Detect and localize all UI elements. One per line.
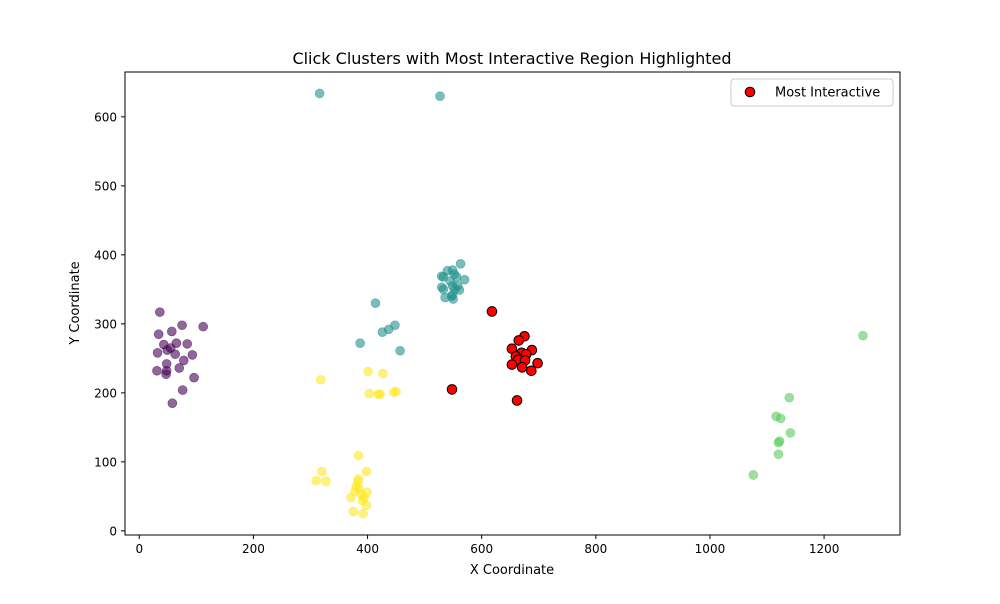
highlight-point-16 [511, 395, 523, 406]
scatter-point-cluster-1-17 [152, 365, 162, 376]
y-tick-label-500: 500 [94, 179, 117, 193]
y-tick-label-0: 0 [109, 524, 117, 538]
scatter-point-cluster-1-22 [167, 398, 178, 409]
scatter-point-cluster-4-24 [361, 500, 372, 511]
scatter-point-cluster-1-1 [155, 307, 165, 317]
scatter-point-cluster-4-14 [311, 475, 321, 486]
scatter-point-cluster-1-20 [189, 372, 199, 383]
y-axis-label: Y Coordinate [68, 261, 83, 345]
x-tick-label-400: 400 [356, 542, 379, 556]
scatter-point-cluster-3-4 [775, 413, 786, 424]
legend-box [730, 78, 894, 107]
scatter-point-cluster-1-11 [152, 348, 163, 358]
x-axis-ticks: 0 200 400 600 800 1000 1200 [135, 535, 839, 556]
scatter-point-cluster-2-20 [440, 292, 450, 303]
scatter-point-cluster-3-1 [858, 330, 868, 341]
legend-label-most-interactive: Most Interactive [775, 86, 880, 101]
x-tick-label-600: 600 [470, 542, 493, 556]
scatter-point-cluster-4-9 [353, 450, 364, 461]
scatter-point-cluster-3-7 [773, 437, 784, 448]
plot-frame [124, 71, 901, 536]
x-tick-label-200: 200 [242, 542, 265, 556]
scatter-point-cluster-1-14 [178, 355, 189, 366]
scatter-point-cluster-4-2 [378, 368, 388, 379]
scatter-point-cluster-2-10 [459, 274, 470, 285]
scatter-point-cluster-4-25 [348, 506, 359, 517]
y-axis-ticks: 0 100 200 300 400 500 600 [94, 110, 125, 538]
scatter-point-cluster-1-4 [177, 320, 187, 331]
x-tick-label-0: 0 [135, 542, 143, 556]
scatter-point-cluster-2-15 [454, 285, 465, 295]
scatter-point-cluster-4-21 [346, 492, 356, 503]
scatter-point-cluster-4-15 [321, 476, 331, 486]
scatter-point-cluster-4-10 [317, 466, 327, 477]
scatter-point-cluster-2-22 [370, 298, 381, 308]
scatter-point-cluster-1-6 [182, 339, 193, 349]
scatter-point-cluster-4-26 [358, 508, 368, 519]
highlight-layer [446, 306, 543, 406]
scatter-point-cluster-1-10 [162, 345, 173, 355]
y-tick-label-200: 200 [94, 386, 117, 400]
scatter-point-cluster-4-6 [375, 389, 385, 400]
scatter-point-cluster-3-9 [748, 470, 759, 480]
y-tick-label-400: 400 [94, 248, 117, 262]
scatter-point-cluster-4-3 [315, 374, 326, 385]
scatter-point-cluster-2-1 [314, 88, 325, 99]
scatter-point-cluster-2-17 [438, 284, 449, 295]
x-tick-label-1200: 1200 [809, 542, 840, 556]
scatter-point-cluster-4-8 [388, 387, 399, 397]
scatter-point-cluster-2-26 [355, 338, 365, 348]
highlight-point-13 [516, 362, 528, 373]
y-tick-label-600: 600 [94, 110, 117, 124]
y-tick-label-100: 100 [94, 455, 117, 469]
chart-title: Click Clusters with Most Interactive Reg… [292, 49, 731, 68]
points-layer [152, 88, 868, 519]
x-tick-label-1000: 1000 [695, 542, 726, 556]
highlight-point-11 [532, 357, 543, 369]
legend: Most Interactive [730, 78, 894, 107]
highlight-point-3 [513, 335, 525, 346]
scatter-point-cluster-2-27 [395, 345, 405, 356]
scatter-point-cluster-1-2 [153, 329, 164, 340]
x-tick-label-800: 800 [584, 542, 607, 556]
scatter-point-cluster-1-5 [198, 321, 208, 332]
scatter-point-cluster-4-4 [364, 388, 375, 399]
scatter-point-cluster-1-16 [174, 363, 185, 373]
highlight-point-14 [526, 365, 537, 377]
scatter-point-cluster-1-12 [170, 349, 181, 360]
scatter-point-cluster-3-8 [773, 449, 784, 460]
highlight-point-1 [486, 306, 498, 317]
scatter-point-cluster-2-21 [448, 294, 458, 304]
scatter-point-cluster-1-21 [177, 385, 188, 395]
x-axis-label: X Coordinate [470, 563, 554, 578]
scatter-point-cluster-2-25 [377, 327, 388, 337]
scatter-point-cluster-1-3 [167, 326, 177, 337]
scatter-point-cluster-3-5 [785, 428, 796, 438]
scatter-point-cluster-4-11 [361, 466, 372, 477]
scatter-point-cluster-1-19 [161, 369, 171, 380]
highlight-point-15 [446, 384, 458, 395]
scatter-point-cluster-3-2 [784, 392, 795, 403]
legend-marker-most-interactive [744, 86, 756, 98]
scatter-point-cluster-2-3 [455, 259, 466, 269]
scatter-point-cluster-1-13 [187, 350, 198, 360]
y-tick-label-300: 300 [94, 317, 117, 331]
scatter-point-cluster-2-2 [435, 91, 445, 101]
scatter-point-cluster-4-1 [363, 366, 373, 377]
highlight-point-12 [506, 359, 518, 370]
